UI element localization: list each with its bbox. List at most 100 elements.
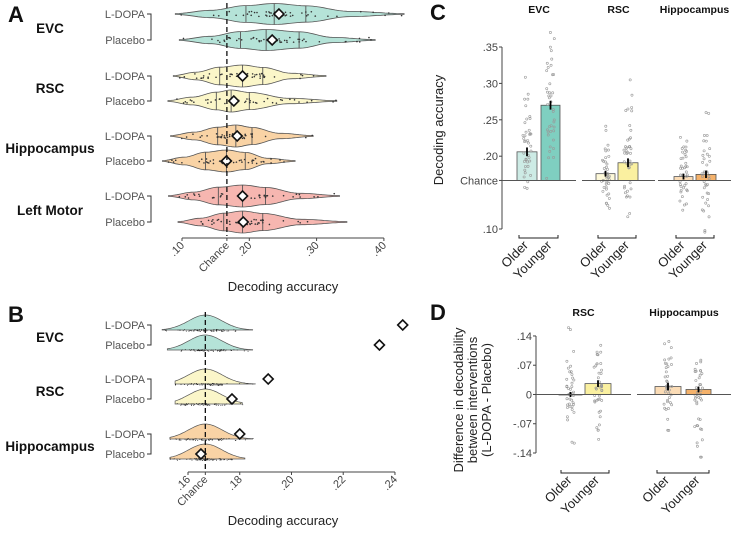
rug-point [212,384,214,386]
rug-point [203,459,205,461]
rug-point [194,329,196,331]
rug-point [218,458,220,459]
jitter-point [198,193,200,196]
jitter-point [235,161,238,163]
data-point [607,192,611,196]
group-bracket [147,135,152,162]
data-point [665,362,669,366]
jitter-point [236,221,238,224]
data-point [526,160,529,164]
data-point [625,195,628,199]
jitter-point [217,136,220,138]
data-point [701,153,705,157]
jitter-point [336,15,338,18]
rug-point [179,329,180,331]
jitter-point [199,136,202,138]
mean-diamond [266,33,279,47]
rug-point [184,438,186,440]
rug-point [193,438,195,440]
data-point [566,386,570,390]
x-bracket [518,235,559,239]
jitter-point [232,161,235,164]
x-tick-label: .22 [329,474,348,493]
rug-point [203,350,205,352]
jitter-point [194,73,196,75]
x-tick-label: .30 [302,240,321,259]
data-point [699,455,702,459]
group-bracket [147,378,152,400]
rug-point [222,329,224,331]
data-point [549,49,553,53]
data-point [684,145,688,149]
jitter-point [198,195,201,197]
data-point [666,374,670,378]
rug-point [201,384,203,386]
observed-diamond [373,338,386,352]
jitter-point [219,98,221,100]
data-point [670,385,674,388]
jitter-point [251,76,254,79]
rug-point [185,404,186,406]
jitter-point [255,218,257,221]
data-point [606,143,610,147]
rug-point [172,458,174,460]
data-point [551,73,554,77]
data-point [569,387,572,391]
rug-point [219,329,221,331]
jitter-point [259,77,261,79]
data-point [679,157,683,161]
rug-point [179,439,181,441]
jitter-point [388,12,390,14]
rug-point [182,330,184,332]
rug-point [226,459,228,461]
rug-point [229,459,231,461]
data-point [629,151,632,155]
rug-point [206,349,207,351]
rug-point [230,350,232,351]
rug-point [190,350,192,352]
jitter-point [243,158,246,161]
jitter-point [258,73,261,75]
jitter-point [269,12,271,14]
rug-point [197,404,199,406]
jitter-point [223,135,226,137]
jitter-point [286,39,288,42]
data-point [528,133,532,136]
rug-point [193,350,195,351]
data-point [685,173,689,177]
data-point [696,424,700,428]
jitter-point [241,161,243,163]
rug-point [228,459,229,460]
rug-point [200,459,201,461]
rug-point [192,330,194,332]
data-point [623,151,627,155]
rug-point [233,349,235,351]
jitter-point [258,194,261,197]
rug-point [202,349,204,351]
rug-point [175,383,176,385]
jitter-point [295,193,298,196]
jitter-point [249,223,251,226]
rug-point [197,384,199,386]
rug-point [193,384,194,386]
data-point [707,154,711,158]
jitter-point [273,76,276,78]
mean-diamond [236,189,249,203]
rug-point [196,329,197,331]
data-point [630,162,634,166]
rug-point [194,404,195,405]
rug-point [223,458,225,460]
jitter-point [221,134,223,136]
rug-point [216,330,218,332]
jitter-point [207,98,209,101]
rug-point [222,349,224,351]
x-tick-label: Chance [197,240,232,275]
rug-point [179,438,181,440]
jitter-point [184,100,187,103]
jitter-point [310,99,313,102]
jitter-point [262,160,264,163]
data-point [681,208,685,212]
rug-point [201,439,203,441]
jitter-point [368,36,370,39]
data-point [607,196,611,200]
